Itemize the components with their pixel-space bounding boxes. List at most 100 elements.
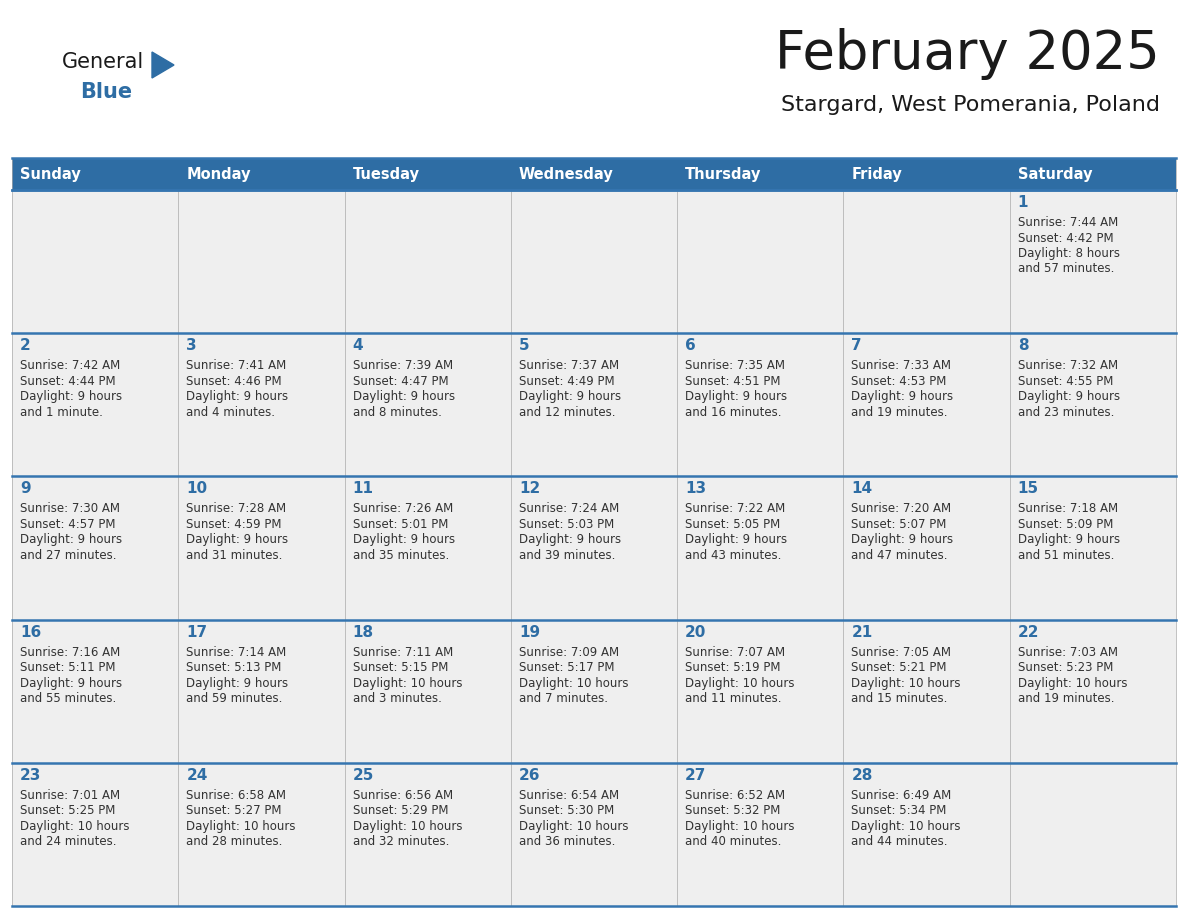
Text: and 39 minutes.: and 39 minutes. [519,549,615,562]
Text: 12: 12 [519,481,541,497]
Text: Saturday: Saturday [1018,166,1092,182]
Text: and 59 minutes.: and 59 minutes. [187,692,283,705]
Bar [345,763,511,906]
Text: and 4 minutes.: and 4 minutes. [187,406,276,419]
Text: 11: 11 [353,481,373,497]
Text: Sunrise: 7:28 AM: Sunrise: 7:28 AM [187,502,286,515]
Text: Sunday: Sunday [20,166,81,182]
Text: 20: 20 [685,624,707,640]
Text: Sunrise: 7:24 AM: Sunrise: 7:24 AM [519,502,619,515]
Text: Sunset: 4:44 PM: Sunset: 4:44 PM [20,375,115,387]
Bar [1010,620,1176,763]
Text: and 36 minutes.: and 36 minutes. [519,835,615,848]
Text: Daylight: 9 hours: Daylight: 9 hours [187,677,289,689]
Text: Sunset: 4:53 PM: Sunset: 4:53 PM [852,375,947,387]
Text: Daylight: 9 hours: Daylight: 9 hours [353,390,455,403]
Text: Sunrise: 7:16 AM: Sunrise: 7:16 AM [20,645,120,658]
Text: and 43 minutes.: and 43 minutes. [685,549,782,562]
Text: Sunset: 5:11 PM: Sunset: 5:11 PM [20,661,115,674]
Text: and 57 minutes.: and 57 minutes. [1018,263,1114,275]
Text: Sunset: 5:34 PM: Sunset: 5:34 PM [852,804,947,817]
Text: General: General [62,52,144,72]
Text: Monday: Monday [187,166,251,182]
Bar [345,620,511,763]
Text: and 24 minutes.: and 24 minutes. [20,835,116,848]
Bar [12,333,178,476]
Text: 25: 25 [353,767,374,783]
Polygon shape [152,52,173,78]
Text: Daylight: 9 hours: Daylight: 9 hours [852,533,954,546]
Text: 17: 17 [187,624,208,640]
Text: Daylight: 9 hours: Daylight: 9 hours [353,533,455,546]
Text: Sunrise: 7:39 AM: Sunrise: 7:39 AM [353,359,453,372]
Text: Wednesday: Wednesday [519,166,614,182]
Bar [677,333,843,476]
Text: Daylight: 10 hours: Daylight: 10 hours [187,820,296,833]
Bar [843,190,1010,333]
Bar [511,333,677,476]
Bar [677,476,843,620]
Text: Sunset: 5:17 PM: Sunset: 5:17 PM [519,661,614,674]
Text: 1: 1 [1018,195,1029,210]
Text: Sunset: 5:29 PM: Sunset: 5:29 PM [353,804,448,817]
Text: 21: 21 [852,624,873,640]
Text: 28: 28 [852,767,873,783]
Text: Sunrise: 7:14 AM: Sunrise: 7:14 AM [187,645,286,658]
Text: Stargard, West Pomerania, Poland: Stargard, West Pomerania, Poland [781,95,1159,115]
Text: Sunset: 5:05 PM: Sunset: 5:05 PM [685,518,781,531]
Text: Friday: Friday [852,166,902,182]
Text: Daylight: 9 hours: Daylight: 9 hours [1018,533,1120,546]
Text: Daylight: 10 hours: Daylight: 10 hours [20,820,129,833]
Text: Sunrise: 7:42 AM: Sunrise: 7:42 AM [20,359,120,372]
Text: Sunrise: 7:01 AM: Sunrise: 7:01 AM [20,789,120,801]
Bar [345,476,511,620]
Text: Thursday: Thursday [685,166,762,182]
Text: and 55 minutes.: and 55 minutes. [20,692,116,705]
Text: 23: 23 [20,767,42,783]
Text: Sunset: 5:25 PM: Sunset: 5:25 PM [20,804,115,817]
Text: Sunset: 5:27 PM: Sunset: 5:27 PM [187,804,282,817]
Text: and 7 minutes.: and 7 minutes. [519,692,608,705]
Bar [511,620,677,763]
Text: Sunset: 5:03 PM: Sunset: 5:03 PM [519,518,614,531]
Text: Sunset: 4:59 PM: Sunset: 4:59 PM [187,518,282,531]
Text: Sunrise: 7:20 AM: Sunrise: 7:20 AM [852,502,952,515]
Text: Sunset: 4:57 PM: Sunset: 4:57 PM [20,518,115,531]
Text: Sunset: 5:21 PM: Sunset: 5:21 PM [852,661,947,674]
Text: Sunrise: 7:03 AM: Sunrise: 7:03 AM [1018,645,1118,658]
Text: Daylight: 9 hours: Daylight: 9 hours [519,533,621,546]
Text: and 40 minutes.: and 40 minutes. [685,835,782,848]
Text: Sunset: 4:46 PM: Sunset: 4:46 PM [187,375,282,387]
Text: Sunset: 4:51 PM: Sunset: 4:51 PM [685,375,781,387]
Bar [178,476,345,620]
Text: Sunrise: 7:44 AM: Sunrise: 7:44 AM [1018,216,1118,229]
Text: Sunset: 4:55 PM: Sunset: 4:55 PM [1018,375,1113,387]
Bar [178,333,345,476]
Text: Daylight: 9 hours: Daylight: 9 hours [20,390,122,403]
Text: 14: 14 [852,481,872,497]
Text: 3: 3 [187,338,197,353]
Text: and 23 minutes.: and 23 minutes. [1018,406,1114,419]
Text: Daylight: 10 hours: Daylight: 10 hours [852,820,961,833]
Text: Sunrise: 7:32 AM: Sunrise: 7:32 AM [1018,359,1118,372]
Text: Daylight: 9 hours: Daylight: 9 hours [20,677,122,689]
Text: 16: 16 [20,624,42,640]
Bar [12,158,1176,190]
Text: Sunset: 5:19 PM: Sunset: 5:19 PM [685,661,781,674]
Bar [511,190,677,333]
Text: Sunrise: 6:49 AM: Sunrise: 6:49 AM [852,789,952,801]
Text: Sunrise: 7:37 AM: Sunrise: 7:37 AM [519,359,619,372]
Text: Sunset: 5:13 PM: Sunset: 5:13 PM [187,661,282,674]
Bar [345,333,511,476]
Text: Sunrise: 6:56 AM: Sunrise: 6:56 AM [353,789,453,801]
Text: Daylight: 9 hours: Daylight: 9 hours [519,390,621,403]
Bar [178,763,345,906]
Text: 27: 27 [685,767,707,783]
Text: February 2025: February 2025 [776,28,1159,80]
Bar [677,620,843,763]
Text: Sunrise: 7:18 AM: Sunrise: 7:18 AM [1018,502,1118,515]
Text: and 47 minutes.: and 47 minutes. [852,549,948,562]
Text: Sunrise: 7:30 AM: Sunrise: 7:30 AM [20,502,120,515]
Text: 9: 9 [20,481,31,497]
Bar [12,190,178,333]
